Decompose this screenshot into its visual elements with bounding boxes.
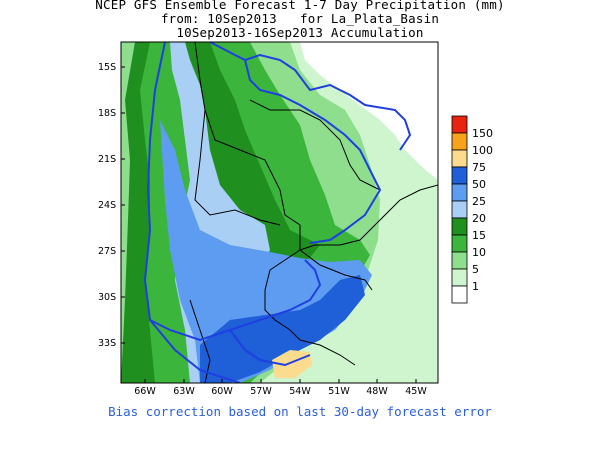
lon-label: 54W	[289, 386, 311, 397]
precip-bin-5-west	[121, 42, 135, 383]
lon-label: 66W	[134, 386, 156, 397]
legend-swatch	[451, 268, 468, 287]
lon-label: 51W	[328, 386, 350, 397]
country-borders	[189, 42, 438, 383]
precip-bin-75	[272, 350, 312, 378]
lon-label: 60W	[211, 386, 233, 397]
precip-bin-50	[200, 275, 365, 383]
legend-label: 15	[472, 229, 486, 242]
color-legend: 150 100 75 50 25 20 15 10 5 1	[451, 115, 493, 304]
lat-label: 24S	[98, 200, 116, 211]
legend-swatch	[451, 149, 468, 168]
lat-label: 33S	[98, 338, 116, 349]
basin-outline	[143, 42, 412, 383]
legend-label: 20	[472, 212, 486, 225]
chart-subtitle-date: from: 10Sep2013 for La_Plata_Basin	[160, 11, 440, 26]
legend-label: 1	[472, 280, 479, 293]
lon-label: 63W	[173, 386, 195, 397]
legend-label: 5	[472, 263, 479, 276]
legend-label: 75	[472, 161, 486, 174]
legend-label: 25	[472, 195, 486, 208]
lat-label: 18S	[98, 108, 116, 119]
legend-swatch	[451, 166, 468, 185]
legend-swatch	[451, 217, 468, 236]
lat-label: 27S	[98, 246, 116, 257]
legend-label: 100	[472, 144, 493, 157]
lon-label: 48W	[366, 386, 388, 397]
bias-correction-note: Bias correction based on last 30-day for…	[108, 404, 492, 419]
legend-swatch	[451, 115, 468, 134]
chart-title: NCEP GFS Ensemble Forecast 1-7 Day Preci…	[95, 0, 505, 12]
lon-label: 57W	[250, 386, 272, 397]
legend-swatch	[451, 234, 468, 253]
longitude-axis: 66W 63W 60W 57W 54W 51W 48W 45W	[134, 379, 427, 397]
chart-subtitle-period: 10Sep2013-16Sep2013 Accumulation	[176, 25, 424, 40]
legend-swatch	[451, 285, 468, 304]
map-frame	[120, 41, 439, 384]
precipitation-field	[121, 42, 438, 383]
lat-label: 15S	[98, 62, 116, 73]
latitude-axis: 15S 18S 21S 24S 27S 30S 33S	[98, 62, 125, 349]
legend-label: 50	[472, 178, 486, 191]
lat-label: 30S	[98, 292, 116, 303]
legend-swatch	[451, 251, 468, 270]
legend-swatch	[451, 200, 468, 219]
lon-label: 45W	[405, 386, 427, 397]
lat-label: 21S	[98, 154, 116, 165]
legend-swatch	[451, 132, 468, 151]
legend-label: 150	[472, 127, 493, 140]
legend-swatch	[451, 183, 468, 202]
legend-label: 10	[472, 246, 486, 259]
